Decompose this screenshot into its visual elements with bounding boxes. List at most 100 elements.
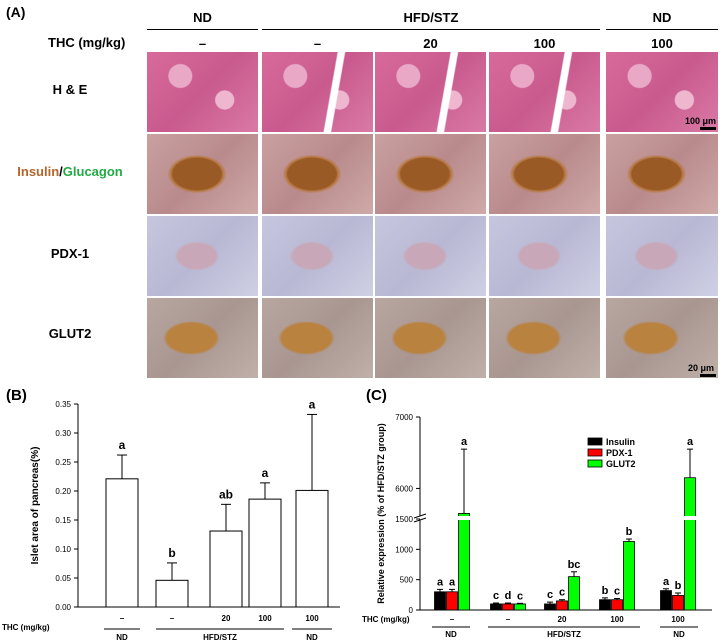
significance-letter: c <box>559 587 565 599</box>
bar <box>248 498 282 608</box>
y-tick-label: 6000 <box>395 484 413 493</box>
bar-glut2 <box>514 603 526 611</box>
micrograph-tile <box>606 298 718 378</box>
bar-insulin <box>660 590 672 611</box>
y-tick-label: 500 <box>400 576 414 585</box>
thc-value: 100 <box>651 36 673 51</box>
scalebar-label-100um: 100 μm <box>685 116 717 126</box>
bar-pdx-1 <box>556 600 568 611</box>
y-tick-label: 0 <box>409 606 414 615</box>
y-tick-label: 0.00 <box>55 603 71 612</box>
scalebar-100um <box>700 127 716 130</box>
bar-insulin <box>434 591 446 611</box>
y-tick-label: 0.35 <box>55 400 71 409</box>
axis-break-gap <box>414 516 426 520</box>
row-label-pdx1: PDX-1 <box>50 246 90 261</box>
significance-letter: bc <box>568 559 581 571</box>
x-tick-label: 20 <box>558 615 567 624</box>
micrograph-tile <box>147 298 258 378</box>
group-label: ND <box>445 630 457 639</box>
x-tick-label: 100 <box>671 615 685 624</box>
micrograph-tile <box>489 52 600 132</box>
significance-letter: c <box>517 590 523 602</box>
significance-letter: c <box>493 590 499 602</box>
legend-swatch <box>587 459 603 468</box>
y-tick-label: 0.05 <box>55 574 71 583</box>
micrograph-tile <box>375 52 486 132</box>
thc-value: 100 <box>533 36 556 51</box>
bar <box>209 530 243 608</box>
group-label: ND <box>306 633 318 642</box>
y-tick-label: 0.30 <box>55 429 71 438</box>
panel-c-label: (C) <box>366 387 387 404</box>
legend-label: GLUT2 <box>606 459 636 469</box>
micrograph-tile <box>375 298 486 378</box>
y-tick-label: 0.25 <box>55 458 71 467</box>
bar-glut2 <box>623 541 635 611</box>
thc-value: – <box>313 36 322 51</box>
micrograph-tile <box>606 134 718 214</box>
significance-letter: a <box>461 436 468 448</box>
scalebar-label-20um: 20 μm <box>688 363 715 373</box>
y-tick-label: 7000 <box>395 413 413 422</box>
micrograph-tile <box>262 216 373 296</box>
significance-letter: c <box>614 585 620 597</box>
insulin-label: Insulin <box>17 164 60 179</box>
micrograph-tile <box>489 298 600 378</box>
glucagon-label: Glucagon <box>62 164 123 179</box>
significance-letter: b <box>168 546 175 560</box>
x-tick-label: 100 <box>258 614 272 623</box>
group-label: ND <box>673 630 685 639</box>
group-label: HFD/STZ <box>203 633 237 642</box>
group-underline <box>606 29 718 30</box>
panel-b-label: (B) <box>6 387 27 404</box>
x-tick-label: 100 <box>610 615 624 624</box>
thc-label: THC (mg/kg) <box>48 35 126 50</box>
significance-letter: c <box>547 589 553 601</box>
legend-swatch <box>587 448 603 457</box>
significance-letter: a <box>687 436 694 448</box>
group-label-nd-2: ND <box>652 10 672 25</box>
bar <box>155 579 189 608</box>
bar-glut2 <box>684 477 696 611</box>
legend-label: PDX-1 <box>606 448 633 458</box>
legend-swatch <box>587 437 603 446</box>
significance-letter: b <box>626 526 633 538</box>
panel-a-label: (A) <box>6 4 26 20</box>
significance-letter: ab <box>219 487 233 501</box>
x-tick-label: 20 <box>222 614 231 623</box>
bar <box>105 478 139 608</box>
y-tick-label: 0.15 <box>55 516 71 525</box>
micrograph-tile <box>489 216 600 296</box>
scalebar-20um <box>700 374 716 377</box>
bar-insulin <box>544 603 556 611</box>
bar-pdx-1 <box>446 591 458 611</box>
row-label-he: H & E <box>52 82 88 97</box>
chart-b: (B) 0.00 0.05 0.10 0.15 0.20 0.25 0.30 0.35 Isle… <box>2 387 340 642</box>
group-label-hfd-stz: HFD/STZ <box>403 10 459 25</box>
bar-pdx-1 <box>672 595 684 611</box>
significance-letter: a <box>663 576 670 588</box>
group-label: ND <box>116 633 128 642</box>
bar-glut2 <box>568 576 580 611</box>
chart-c: (C) 0 500 1000 1500 6000 7000 Relative express… <box>362 387 712 639</box>
bar <box>295 489 329 608</box>
bar-glut2 <box>458 513 470 611</box>
thc-value: 20 <box>423 36 438 51</box>
bar-break-gap <box>457 516 471 520</box>
group-label-nd: ND <box>193 10 212 25</box>
y-tick-label: 1000 <box>395 545 413 554</box>
chart-b-plot: 0.00 0.05 0.10 0.15 0.20 0.25 0.30 0.35 Islet ar… <box>2 397 340 642</box>
group-underline <box>262 29 600 30</box>
bar-pdx-1 <box>611 599 623 611</box>
x-tick-label: – <box>170 614 175 623</box>
significance-letter: d <box>505 590 512 602</box>
axis-break-mark <box>413 513 427 519</box>
y-tick-label: 0.20 <box>55 487 71 496</box>
micrograph-tile <box>147 216 258 296</box>
chart-c-plot: 0 500 1000 1500 6000 7000 Relative expression … <box>362 413 712 639</box>
y-axis-label: Relative expression (% of HFD/STZ group) <box>376 423 386 604</box>
significance-letter: a <box>119 438 126 452</box>
micrograph-tile <box>375 216 486 296</box>
thc-value: – <box>198 36 207 51</box>
